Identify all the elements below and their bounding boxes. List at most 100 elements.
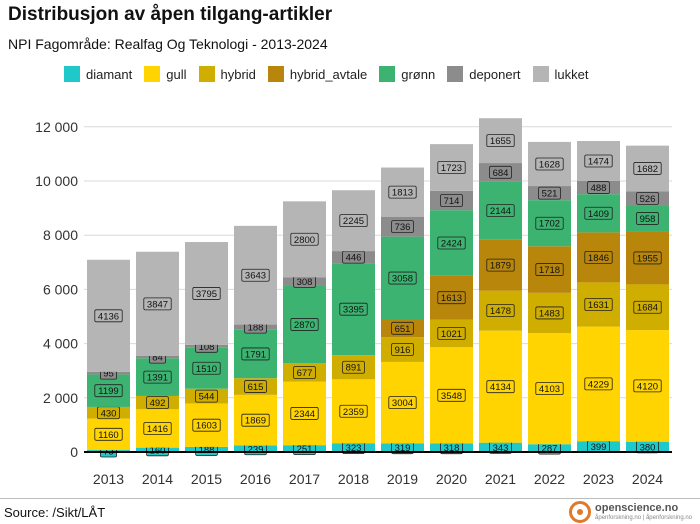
data-label-box: [535, 263, 564, 276]
data-label: 1409: [588, 209, 609, 220]
data-label: 1021: [441, 329, 462, 340]
data-label-box: [584, 206, 613, 220]
data-label-box: [94, 309, 123, 323]
legend-swatch-deponert: [447, 66, 464, 82]
data-label: 1955: [637, 253, 658, 264]
data-label-box: [486, 304, 515, 318]
data-label-box: [633, 300, 662, 314]
data-label: 1416: [147, 424, 168, 435]
legend-swatch-gull: [144, 66, 161, 82]
data-label: 3004: [392, 398, 413, 409]
y-tick-label: 10 000: [35, 173, 78, 189]
data-label: 188: [248, 323, 264, 334]
x-tick-label: 2020: [436, 471, 467, 487]
data-label: 380: [640, 442, 656, 453]
data-label: 287: [542, 444, 558, 455]
data-label: 714: [444, 196, 460, 207]
data-label-box: [342, 360, 365, 374]
data-label: 2245: [343, 216, 364, 227]
data-label-box: [584, 298, 613, 311]
source-note: Source: /Sikt/LÅT: [4, 505, 106, 520]
data-label: 521: [542, 189, 558, 200]
data-label: 1631: [588, 300, 609, 311]
data-label-box: [388, 396, 417, 410]
data-label-box: [192, 287, 221, 300]
data-label: 319: [395, 443, 411, 454]
data-label-box: [195, 389, 218, 403]
legend-label-hybrid: hybrid: [220, 66, 256, 82]
chart-subtitle: NPI Fagområde: Realfag Og Teknologi - 20…: [8, 36, 328, 52]
data-label-box: [290, 407, 319, 420]
data-label: 2800: [294, 235, 315, 246]
data-label: 318: [444, 443, 460, 454]
data-label: 188: [199, 445, 215, 456]
data-label-box: [293, 366, 316, 379]
data-label: 544: [199, 392, 215, 403]
data-label: 1160: [98, 430, 118, 441]
data-label-box: [535, 306, 564, 320]
data-label: 1628: [539, 159, 560, 170]
legend-item-diamant: diamant: [64, 66, 132, 82]
data-label-box: [486, 258, 515, 272]
legend-item-hybrid: hybrid: [198, 66, 256, 82]
data-label: 3395: [343, 305, 364, 316]
data-label: 239: [248, 444, 264, 455]
data-label-box: [584, 377, 613, 391]
data-label-box: [538, 186, 561, 200]
data-label-box: [241, 268, 270, 282]
data-label-box: [388, 271, 417, 285]
data-label-box: [391, 321, 414, 335]
data-label: 3847: [147, 299, 168, 310]
brand-name: openscience.no: [595, 502, 679, 514]
x-tick-label: 2015: [191, 471, 222, 487]
data-label-box: [339, 214, 368, 228]
data-label-box: [489, 165, 512, 179]
data-label: 2424: [441, 239, 462, 250]
x-tick-label: 2023: [583, 471, 614, 487]
data-label: 1613: [441, 293, 462, 304]
data-label-box: [587, 181, 610, 194]
data-label-box: [437, 161, 466, 174]
x-tick-label: 2024: [632, 471, 663, 487]
data-label: 3548: [441, 391, 462, 402]
data-label: 526: [640, 194, 656, 205]
data-label: 84: [152, 353, 163, 364]
data-label-box: [633, 379, 662, 393]
data-label: 95: [103, 369, 114, 380]
data-label-box: [143, 422, 172, 435]
legend-swatch-gronn: [379, 66, 396, 82]
data-label: 1846: [588, 253, 609, 264]
data-label: 4120: [637, 381, 658, 392]
data-label: 308: [297, 277, 313, 288]
data-label-box: [342, 250, 365, 264]
data-label: 736: [395, 222, 411, 233]
x-tick-label: 2021: [485, 471, 516, 487]
data-label-box: [244, 380, 267, 393]
data-label-box: [486, 204, 515, 218]
data-label: 1478: [490, 306, 511, 317]
brand-logo[interactable]: openscience.no åpenforskning.no | åpenfo…: [569, 501, 692, 523]
legend-item-gull: gull: [144, 66, 187, 82]
data-label-box: [146, 396, 169, 410]
data-label-box: [339, 302, 368, 316]
x-tick-label: 2017: [289, 471, 320, 487]
data-label-box: [636, 212, 659, 225]
data-label-box: [192, 361, 221, 375]
data-label-box: [241, 413, 270, 427]
legend-swatch-diamant: [64, 66, 80, 82]
data-label: 916: [395, 345, 411, 356]
data-label: 1483: [539, 308, 560, 319]
legend-label-hybrid-avtale: hybrid_avtale: [289, 66, 368, 82]
y-tick-label: 4 000: [43, 336, 78, 352]
legend-item-hybrid-avtale: hybrid_avtale: [267, 66, 368, 82]
data-label-box: [290, 318, 319, 331]
data-label: 1682: [637, 164, 658, 175]
data-label: 343: [493, 443, 509, 454]
data-label: 446: [346, 253, 362, 264]
data-label: 1791: [245, 349, 266, 360]
data-label-box: [388, 185, 417, 199]
data-label: 1702: [539, 219, 560, 230]
data-label: 430: [101, 408, 117, 419]
legend-swatch-lukket: [532, 66, 549, 82]
